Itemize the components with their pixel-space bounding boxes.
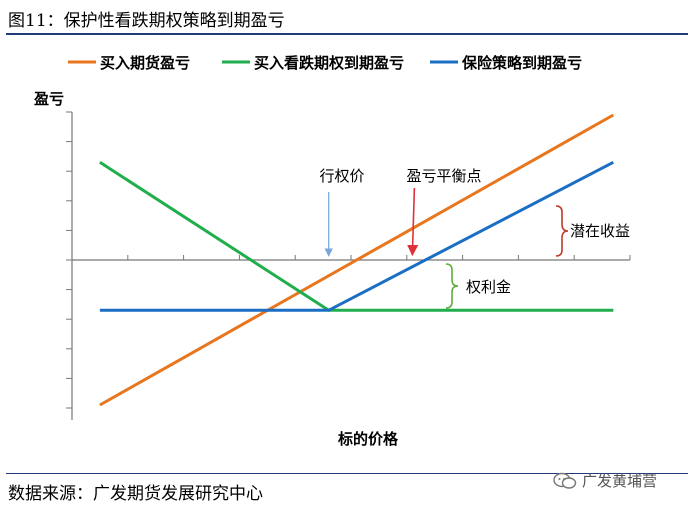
legend-item-futures: 买入期货盈亏 xyxy=(68,54,190,72)
upside-brace xyxy=(555,205,569,257)
legend-item-put: 买入看跌期权到期盈亏 xyxy=(222,54,404,72)
watermark: 广发黄埔营 xyxy=(552,470,657,491)
legend-label-futures: 买入期货盈亏 xyxy=(100,54,190,72)
premium-label: 权利金 xyxy=(466,278,511,296)
wechat-icon xyxy=(553,472,577,489)
series-line-protective xyxy=(99,160,614,312)
strike-label: 行权价 xyxy=(319,167,364,185)
top-rule xyxy=(6,33,688,35)
legend-label-protective: 保险策略到期盈亏 xyxy=(461,54,582,72)
breakeven-arrow xyxy=(407,187,419,257)
legend-item-protective: 保险策略到期盈亏 xyxy=(430,54,582,72)
figure-title: 图11：保护性看跌期权策略到期盈亏 xyxy=(8,11,285,31)
upside-label: 潜在收益 xyxy=(570,222,630,240)
bottom-rule xyxy=(6,473,688,474)
y-axis-label: 盈亏 xyxy=(33,90,64,108)
x-axis-label: 标的价格 xyxy=(337,430,399,448)
y-axis-ticks xyxy=(66,111,72,409)
x-axis-ticks xyxy=(127,255,631,260)
breakeven-label: 盈亏平衡点 xyxy=(406,167,481,185)
series-line-futures xyxy=(99,113,615,407)
payoff-chart: 买入期货盈亏 买入看跌期权到期盈亏 保险策略到期盈亏 盈亏 标的价格 行权价 盈… xyxy=(33,54,631,448)
premium-brace xyxy=(445,263,459,309)
legend: 买入期货盈亏 买入看跌期权到期盈亏 保险策略到期盈亏 xyxy=(68,54,582,72)
source-note: 数据来源：广发期货发展研究中心 xyxy=(8,484,263,504)
watermark-text: 广发黄埔营 xyxy=(582,472,658,490)
legend-label-put: 买入看跌期权到期盈亏 xyxy=(254,54,404,72)
